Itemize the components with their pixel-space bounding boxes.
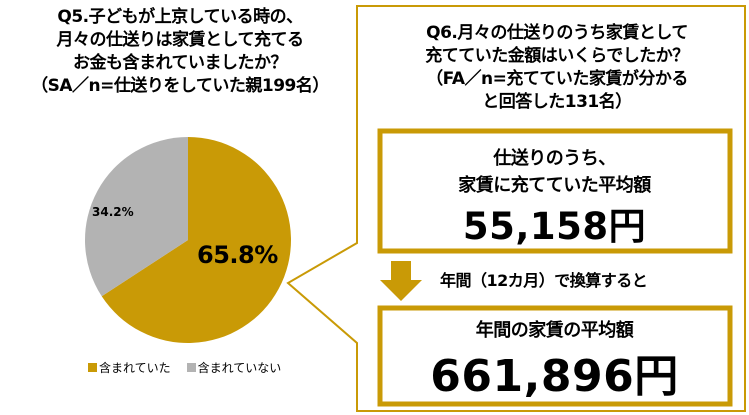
annual-average-value: 661,896円 (430, 351, 679, 402)
q6-title-line: （FA／n=充てていた家賃が分かる (426, 69, 688, 89)
q6-title: Q6.月々の仕送りのうち家賃として 充てていた金額はいくらでしたか？ （FA／n… (372, 22, 742, 114)
q5-title-line: お金も含まれていましたか？ (73, 53, 288, 73)
q6-title-line: 充てていた金額はいくらでしたか？ (425, 46, 689, 66)
annual-average-label: 年間の家賃の平均額 (475, 320, 634, 341)
chart-legend: 含まれていた 含まれていない (88, 359, 293, 376)
pie-chart (84, 136, 291, 344)
legend-swatch-gold (88, 363, 97, 372)
callout-frame (286, 5, 746, 412)
legend-item-not-included: 含まれていない (186, 359, 282, 376)
down-arrow-icon (380, 261, 422, 301)
monthly-label-line: 家賃に充てていた平均額 (458, 175, 651, 196)
q6-title-line: と回答した131名） (482, 92, 632, 112)
monthly-average-label: 仕送りのうち、 家賃に充てていた平均額 (378, 145, 731, 199)
pie-slice-not-included (84, 136, 188, 297)
q6-title-line: Q6.月々の仕送りのうち家賃として (426, 23, 688, 43)
monthly-average-box (377, 128, 733, 254)
q5-title-line: （SA／n=仕送りをしていた親199名） (31, 76, 329, 96)
q5-title-line: Q5.子どもが上京している時の、 (57, 7, 303, 27)
legend-swatch-gray (186, 363, 196, 372)
monthly-average-value: 55,158円 (462, 205, 647, 248)
pie-label-included: 65.8% (197, 241, 278, 269)
legend-label: 含まれていた (99, 361, 171, 375)
conversion-text: 年間（12カ月）で換算すると (440, 271, 648, 290)
q5-title: Q5.子どもが上京している時の、 月々の仕送りは家賃として充てる お金も含まれて… (0, 6, 360, 98)
monthly-label-line: 仕送りのうち、 (493, 148, 616, 169)
legend-label: 含まれていない (197, 361, 282, 375)
legend-item-included: 含まれていた (88, 359, 171, 376)
pie-slice-included (101, 137, 291, 344)
annual-average-box (377, 305, 733, 407)
q5-title-line: 月々の仕送りは家賃として充てる (56, 30, 305, 50)
pie-label-not-included: 34.2% (92, 205, 134, 219)
